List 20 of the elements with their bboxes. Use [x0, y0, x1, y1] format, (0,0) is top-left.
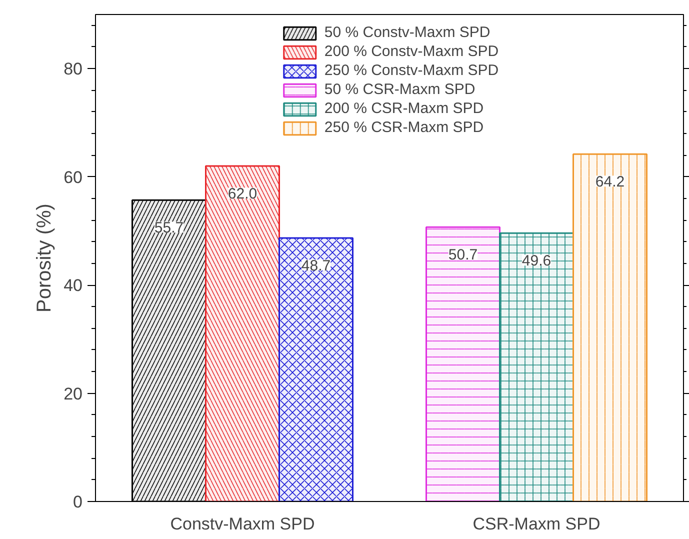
legend-label: 250 % Constv-Maxm SPD: [324, 62, 499, 79]
data-label: 64.2: [595, 174, 625, 191]
data-label: 62.0: [228, 186, 258, 203]
y-tick-label: 60: [64, 168, 83, 187]
y-tick-label: 20: [64, 384, 83, 404]
legend-label: 50 % Constv-Maxm SPD: [324, 24, 490, 41]
x-tick-label: CSR-Maxm SPD: [472, 514, 600, 534]
x-tick-label: Constv-Maxm SPD: [170, 514, 315, 534]
data-label: 49.6: [522, 252, 552, 270]
legend-label: 200 % Constv-Maxm SPD: [324, 43, 499, 60]
data-label: 48.7: [301, 258, 331, 275]
y-tick-label: 80: [64, 60, 83, 79]
legend-label: 200 % CSR-Maxm SPD: [324, 100, 484, 117]
legend-label: 250 % CSR-Maxm SPD: [324, 119, 484, 136]
y-axis-title: Porosity (%): [34, 204, 56, 312]
data-label: 50.7: [448, 246, 478, 264]
data-label: 55.7: [154, 220, 184, 237]
y-tick-label: 40: [64, 276, 83, 296]
y-tick-label: 0: [73, 492, 83, 512]
legend-label: 50 % CSR-Maxm SPD: [324, 81, 476, 98]
